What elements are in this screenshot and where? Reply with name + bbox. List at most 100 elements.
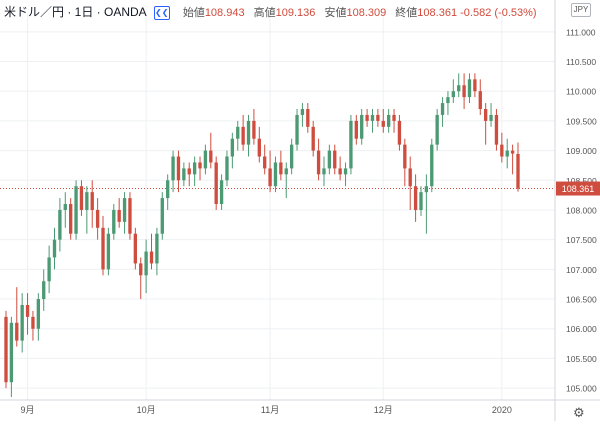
- candle-body: [505, 150, 509, 157]
- candle-body: [166, 180, 170, 199]
- candle-body: [360, 114, 364, 139]
- low-label: 安値: [324, 7, 347, 19]
- candle-body: [236, 126, 240, 139]
- candle-body: [69, 204, 73, 234]
- candle-body: [20, 304, 24, 341]
- candle-body: [370, 114, 375, 121]
- y-tick-label: 108.000: [566, 205, 597, 215]
- candle-body: [263, 156, 267, 169]
- currency-badge[interactable]: JPY: [571, 3, 591, 17]
- candle-body: [489, 114, 493, 121]
- candle-body: [122, 198, 127, 222]
- candle-body: [187, 168, 191, 175]
- candle-body: [457, 85, 461, 92]
- open-value: 108.943: [204, 7, 245, 19]
- candle-body: [440, 103, 445, 115]
- candle-body: [52, 239, 57, 258]
- candle-body: [279, 162, 283, 175]
- x-tick-label: 11月: [261, 405, 279, 415]
- candle-body: [446, 97, 450, 104]
- y-tick-label: 106.500: [566, 295, 597, 305]
- candle-body: [473, 79, 477, 92]
- candle-body: [516, 153, 520, 189]
- candle-body: [133, 233, 138, 264]
- candle-body: [160, 198, 164, 234]
- candle-body: [171, 156, 175, 181]
- candle-body: [241, 126, 245, 145]
- candle-body: [79, 186, 84, 210]
- candle-body: [300, 109, 305, 115]
- ohlc-header: 米ドル／円 · 1日 · OANDA ❮❮ 始値108.943 高値109.13…: [4, 3, 537, 21]
- candle-body: [90, 192, 94, 210]
- change-value: -0.582 (-0.53%): [460, 7, 537, 19]
- candle-body: [106, 233, 111, 270]
- candle-body: [9, 322, 14, 383]
- candle-body: [386, 114, 391, 127]
- candle-body: [284, 168, 288, 175]
- x-tick-label: 9月: [21, 405, 35, 415]
- candle-body: [376, 114, 380, 121]
- candle-body: [419, 192, 423, 210]
- close-value: 108.361: [417, 7, 458, 19]
- y-tick-label: 107.500: [566, 235, 597, 245]
- low-value: 108.309: [346, 7, 387, 19]
- candle-body: [435, 114, 439, 145]
- candle-body: [112, 209, 116, 234]
- candle-body: [15, 322, 19, 341]
- x-tick-label: 12月: [374, 405, 393, 415]
- candle-body: [47, 257, 51, 282]
- candle-body: [101, 227, 105, 270]
- candle-body: [58, 209, 62, 240]
- candle-body: [225, 156, 229, 181]
- candle-body: [311, 126, 315, 151]
- y-tick-label: 106.000: [566, 324, 597, 334]
- candle-body: [338, 168, 342, 175]
- candle-body: [209, 150, 213, 163]
- candle-body: [95, 209, 100, 228]
- symbol-label[interactable]: 米ドル／円 · 1日 · OANDA: [4, 5, 147, 19]
- candle-body: [381, 120, 385, 127]
- candle-body: [74, 186, 78, 234]
- candle-body: [403, 144, 407, 169]
- candle-body: [117, 209, 121, 222]
- y-tick-label: 108.500: [566, 176, 597, 186]
- candle-body: [397, 120, 402, 145]
- candle-body: [128, 198, 132, 234]
- candle-body: [392, 114, 396, 121]
- candle-body: [424, 186, 429, 193]
- candle-body: [413, 186, 418, 210]
- candle-body: [4, 316, 8, 383]
- candle-body: [295, 114, 299, 145]
- candle-body: [144, 251, 148, 276]
- candle-body: [230, 138, 235, 157]
- candle-body: [85, 192, 89, 210]
- y-tick-label: 107.000: [566, 265, 597, 275]
- gear-icon[interactable]: ⚙: [573, 405, 585, 420]
- candle-body: [36, 299, 41, 329]
- candle-body: [219, 180, 224, 205]
- last-price-badge: [556, 181, 600, 196]
- double-chevron-left-icon[interactable]: ❮❮: [153, 6, 170, 21]
- candle-body: [478, 91, 482, 110]
- last-price-label: 108.361: [562, 184, 595, 194]
- open-label: 始値: [182, 7, 205, 19]
- candle-body: [467, 79, 472, 98]
- candle-body: [316, 150, 321, 175]
- high-value: 109.136: [275, 7, 316, 19]
- candle-body: [273, 162, 278, 187]
- candle-body: [349, 120, 353, 169]
- candle-body: [289, 144, 294, 169]
- close-label: 終値: [395, 7, 418, 19]
- candle-body: [354, 120, 358, 139]
- y-tick-label: 105.500: [566, 354, 597, 364]
- candle-body: [365, 114, 369, 121]
- candle-body: [192, 162, 197, 175]
- candle-body: [500, 144, 504, 157]
- candle-body: [176, 156, 181, 181]
- y-tick-label: 111.000: [566, 27, 596, 37]
- candle-body: [257, 138, 261, 157]
- candle-body: [155, 233, 159, 264]
- x-tick-label: 10月: [137, 405, 156, 415]
